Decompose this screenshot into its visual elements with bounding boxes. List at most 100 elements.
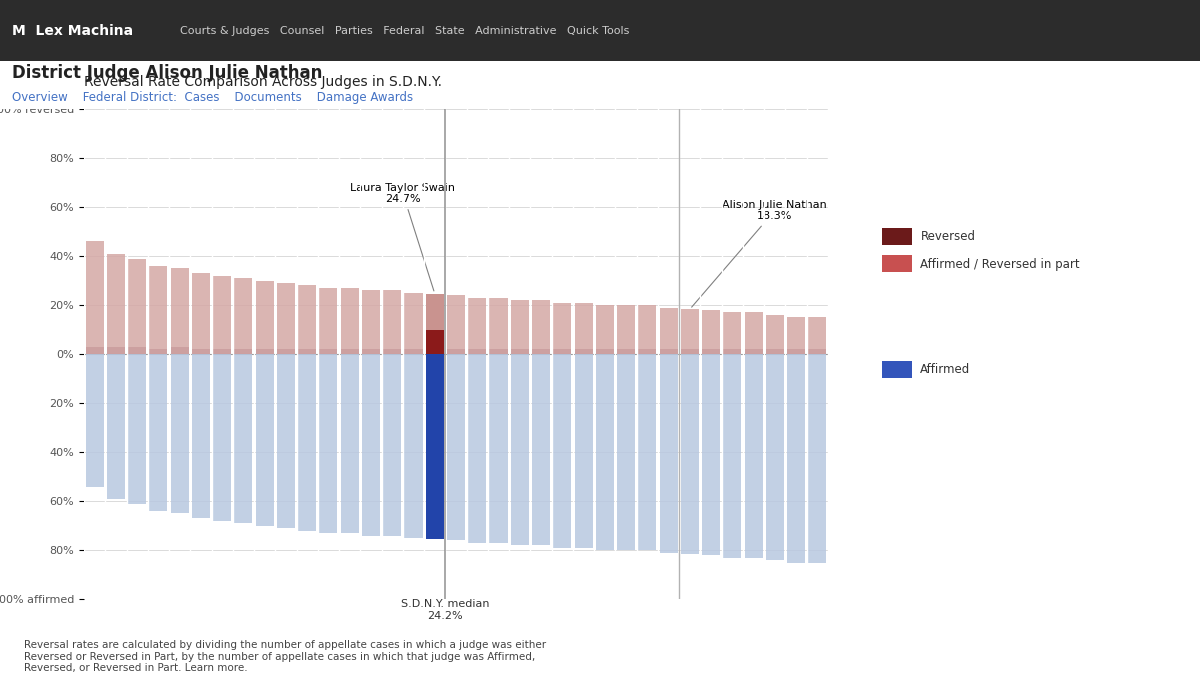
Bar	[809, 354, 827, 563]
Bar	[319, 354, 337, 533]
Bar	[404, 354, 422, 538]
Bar	[680, 354, 698, 554]
Bar	[426, 294, 444, 330]
Bar	[383, 290, 401, 349]
Bar	[277, 349, 295, 354]
Bar	[787, 354, 805, 563]
Bar	[787, 317, 805, 349]
Bar	[702, 354, 720, 555]
Bar	[660, 354, 678, 553]
Bar	[149, 266, 168, 349]
Bar	[128, 259, 146, 347]
Text: Laura Taylor Swain
24.7%: Laura Taylor Swain 24.7%	[350, 183, 455, 291]
Text: Reversal rates are calculated by dividing the number of appellate cases in which: Reversal rates are calculated by dividin…	[24, 640, 546, 674]
Bar	[362, 354, 380, 535]
Bar	[638, 354, 656, 550]
Bar	[468, 354, 486, 543]
Bar	[170, 268, 188, 347]
Bar	[256, 349, 274, 354]
Bar	[256, 281, 274, 349]
Bar	[234, 354, 252, 523]
Bar	[128, 354, 146, 504]
Bar	[809, 317, 827, 349]
Bar	[766, 354, 784, 560]
Bar	[809, 349, 827, 354]
Bar	[446, 354, 466, 541]
Bar	[595, 349, 614, 354]
Bar	[362, 349, 380, 354]
Bar	[107, 354, 125, 498]
Bar	[595, 354, 614, 550]
Bar	[680, 349, 698, 354]
Bar	[383, 354, 401, 535]
Bar	[680, 309, 698, 349]
Bar	[446, 349, 466, 354]
Bar	[638, 305, 656, 349]
Bar	[468, 349, 486, 354]
Bar	[724, 313, 742, 349]
Text: Alison Julie Nathan
18.3%: Alison Julie Nathan 18.3%	[691, 200, 827, 307]
Bar	[787, 349, 805, 354]
Bar	[383, 349, 401, 354]
Bar	[214, 354, 232, 521]
Bar	[617, 305, 635, 349]
Bar	[404, 349, 422, 354]
Text: Courts & Judges   Counsel   Parties   Federal   State   Administrative   Quick T: Courts & Judges Counsel Parties Federal …	[180, 26, 629, 35]
Bar	[298, 349, 317, 354]
Bar	[595, 305, 614, 349]
Bar	[85, 347, 103, 354]
Bar	[170, 354, 188, 513]
Bar	[511, 354, 529, 545]
Bar	[256, 354, 274, 526]
Text: Affirmed: Affirmed	[920, 363, 971, 377]
Bar	[660, 349, 678, 354]
Bar	[744, 354, 763, 558]
Bar	[702, 310, 720, 349]
Bar	[511, 349, 529, 354]
Bar	[192, 349, 210, 354]
Bar	[617, 349, 635, 354]
Bar	[724, 354, 742, 558]
Bar	[362, 290, 380, 349]
Bar	[149, 354, 168, 511]
Bar	[277, 283, 295, 349]
Bar	[341, 349, 359, 354]
Bar	[170, 347, 188, 354]
Bar	[341, 288, 359, 349]
Bar	[468, 298, 486, 349]
Bar	[107, 253, 125, 347]
Bar	[85, 241, 103, 347]
Bar	[277, 354, 295, 528]
Bar	[660, 308, 678, 349]
Bar	[532, 354, 550, 545]
Text: S.D.N.Y. median
24.2%: S.D.N.Y. median 24.2%	[401, 599, 490, 621]
Bar	[234, 349, 252, 354]
Bar	[404, 293, 422, 349]
Bar	[319, 288, 337, 349]
Text: District Judge Alison Julie Nathan: District Judge Alison Julie Nathan	[12, 64, 323, 82]
Bar	[490, 354, 508, 543]
Bar	[214, 349, 232, 354]
Bar	[234, 278, 252, 349]
Bar	[638, 349, 656, 354]
Bar	[446, 296, 466, 349]
Bar	[575, 354, 593, 548]
Bar	[575, 349, 593, 354]
Text: M  Lex Machina: M Lex Machina	[12, 24, 133, 37]
Bar	[319, 349, 337, 354]
Bar	[766, 349, 784, 354]
Bar	[553, 349, 571, 354]
Bar	[532, 349, 550, 354]
Bar	[85, 354, 103, 486]
Bar	[298, 285, 317, 349]
Bar	[490, 298, 508, 349]
Text: Reversed: Reversed	[920, 230, 976, 244]
Bar	[490, 349, 508, 354]
Bar	[766, 315, 784, 349]
Bar	[553, 302, 571, 349]
Bar	[744, 349, 763, 354]
Bar	[149, 349, 168, 354]
Bar	[192, 273, 210, 349]
Text: Reversal Rate Comparison Across Judges in S.D.N.Y.: Reversal Rate Comparison Across Judges i…	[84, 74, 442, 89]
Bar	[128, 347, 146, 354]
